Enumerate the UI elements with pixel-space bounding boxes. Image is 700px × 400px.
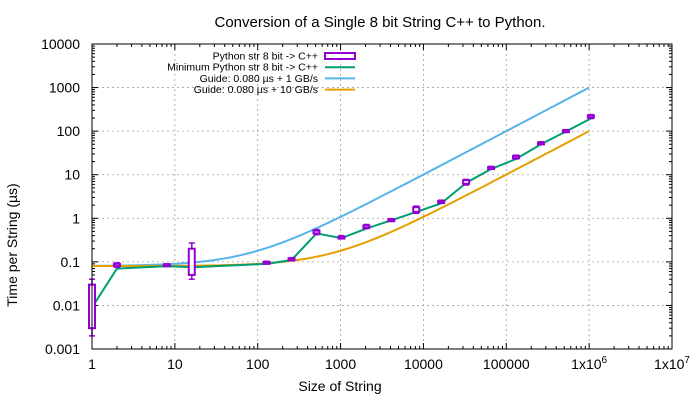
x-tick-label: 10 bbox=[167, 356, 183, 372]
x-tick-label-exponent: 7 bbox=[684, 355, 690, 366]
box-point bbox=[487, 165, 496, 171]
guide-line-1gbs bbox=[91, 86, 590, 267]
box-point bbox=[112, 262, 121, 269]
x-tick-label: 1x106 bbox=[571, 355, 607, 372]
legend: Python str 8 bit -> C++Minimum Python st… bbox=[167, 51, 356, 96]
box-body bbox=[287, 257, 296, 262]
x-tick-label: 100000 bbox=[483, 356, 530, 372]
box-body bbox=[262, 260, 271, 265]
legend-swatch bbox=[324, 52, 356, 60]
y-tick-label: 1000 bbox=[49, 80, 80, 96]
y-tick-label: 10 bbox=[64, 167, 80, 183]
box-point bbox=[187, 242, 196, 280]
box-point bbox=[586, 113, 595, 120]
y-tick-label: 0.01 bbox=[53, 297, 80, 313]
chart-title: Conversion of a Single 8 bit String C++ … bbox=[214, 14, 545, 31]
legend-entry: Minimum Python str 8 bit -> C++ bbox=[167, 62, 355, 74]
y-tick-label: 100 bbox=[57, 123, 81, 139]
x-tick-label: 10000 bbox=[404, 356, 443, 372]
box-body bbox=[512, 154, 521, 160]
box-point bbox=[536, 141, 545, 146]
legend-entry: Guide: 0.080 µs + 1 GB/s bbox=[200, 73, 355, 85]
legend-entry: Python str 8 bit -> C++ bbox=[213, 51, 356, 63]
x-axis-label: Size of String bbox=[298, 378, 381, 394]
box-point bbox=[462, 178, 471, 186]
box-point bbox=[162, 263, 171, 268]
box-point bbox=[312, 228, 321, 236]
x-tick-label: 100 bbox=[246, 356, 270, 372]
box-point bbox=[437, 199, 446, 205]
grid bbox=[92, 44, 672, 349]
box-body bbox=[462, 179, 471, 185]
box-point bbox=[287, 256, 296, 262]
box-point bbox=[561, 128, 570, 134]
box-body bbox=[487, 166, 496, 171]
box-body bbox=[536, 141, 545, 146]
y-tick-label: 1 bbox=[72, 210, 80, 226]
box-body bbox=[337, 235, 346, 240]
box-point bbox=[337, 234, 346, 240]
legend-label: Minimum Python str 8 bit -> C++ bbox=[167, 62, 318, 74]
x-tick-label-exponent: 6 bbox=[602, 355, 608, 366]
plot-frame bbox=[91, 43, 673, 350]
box-body bbox=[162, 263, 171, 268]
box-body bbox=[387, 218, 396, 223]
x-tick-label: 1x107 bbox=[654, 355, 690, 372]
y-tick-label: 0.1 bbox=[61, 254, 81, 270]
y-axis-label: Time per String (µs) bbox=[4, 183, 20, 306]
y-tick-label: 10000 bbox=[41, 36, 80, 52]
x-tick-label: 1 bbox=[88, 356, 96, 372]
minimum-series-line bbox=[91, 117, 592, 308]
box-body bbox=[362, 224, 371, 229]
legend-label: Guide: 0.080 µs + 10 GB/s bbox=[194, 84, 318, 96]
box-body bbox=[112, 262, 121, 268]
legend-label: Guide: 0.080 µs + 1 GB/s bbox=[200, 73, 318, 85]
box-body bbox=[437, 199, 446, 204]
box-body bbox=[412, 206, 421, 213]
box-body bbox=[187, 247, 196, 276]
box-point bbox=[512, 154, 521, 160]
y-tick-label: 0.001 bbox=[45, 341, 80, 357]
plot-series bbox=[88, 86, 595, 337]
box-body bbox=[586, 114, 595, 119]
box-point bbox=[362, 223, 371, 230]
box-body bbox=[561, 129, 570, 134]
box-point bbox=[262, 260, 271, 265]
box-body bbox=[312, 229, 321, 235]
x-tick-label: 1000 bbox=[325, 356, 356, 372]
box-point bbox=[412, 205, 421, 215]
legend-label: Python str 8 bit -> C++ bbox=[213, 51, 318, 63]
box-point bbox=[387, 217, 396, 223]
legend-entry: Guide: 0.080 µs + 10 GB/s bbox=[194, 84, 355, 96]
